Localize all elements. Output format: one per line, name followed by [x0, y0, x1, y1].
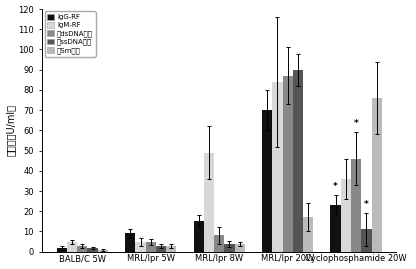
Bar: [272, 82, 282, 252]
Bar: [57, 248, 67, 252]
Bar: [98, 250, 108, 252]
Bar: [361, 229, 371, 252]
Bar: [330, 205, 341, 252]
Y-axis label: 抗体値（U/ml）: 抗体値（U/ml）: [5, 104, 15, 156]
Bar: [303, 217, 313, 252]
Text: *: *: [364, 200, 369, 209]
Bar: [204, 153, 214, 252]
Bar: [371, 98, 382, 252]
Bar: [262, 110, 272, 252]
Text: *: *: [354, 119, 359, 128]
Bar: [224, 244, 235, 252]
Bar: [125, 233, 135, 252]
Bar: [146, 242, 156, 252]
Bar: [77, 246, 87, 252]
Bar: [67, 242, 77, 252]
Bar: [214, 235, 224, 252]
Bar: [87, 248, 98, 252]
Bar: [341, 179, 351, 252]
Bar: [156, 246, 166, 252]
Legend: IgG-RF, IgM-RF, 抗dsDNA抗体, 抗ssDNA抗体, 抗Sm抗体: IgG-RF, IgM-RF, 抗dsDNA抗体, 抗ssDNA抗体, 抗Sm抗…: [45, 11, 96, 57]
Bar: [166, 246, 176, 252]
Bar: [193, 221, 204, 252]
Bar: [293, 70, 303, 252]
Bar: [282, 76, 293, 252]
Text: *: *: [333, 182, 338, 191]
Bar: [235, 244, 245, 252]
Bar: [351, 159, 361, 252]
Bar: [135, 242, 146, 252]
